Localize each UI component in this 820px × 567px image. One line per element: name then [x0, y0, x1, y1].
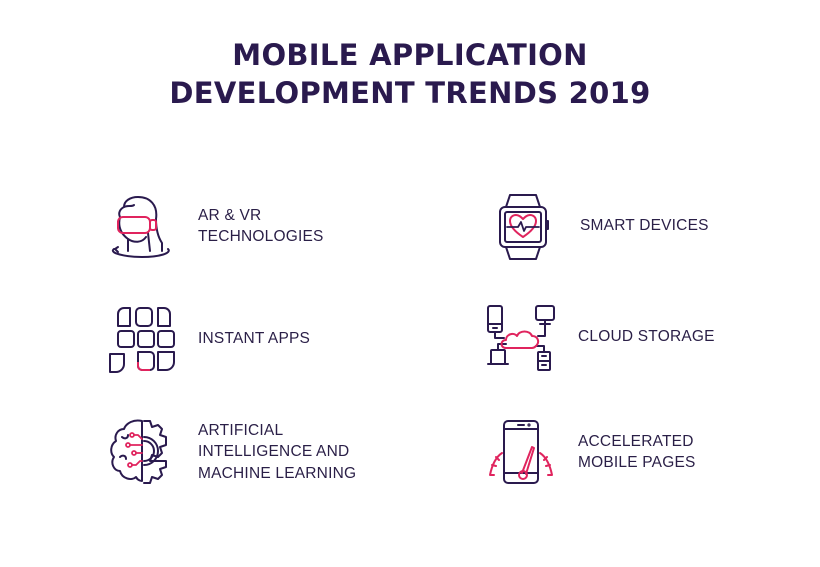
trend-ai-ml: ARTIFICIAL INTELLIGENCE AND MACHINE LEAR…: [106, 417, 356, 487]
title-line-1: MOBILE APPLICATION: [232, 38, 588, 72]
app-grid-icon: [106, 304, 176, 374]
trend-ar-vr: AR & VR TECHNOLOGIES: [106, 191, 324, 261]
trend-label: ARTIFICIAL INTELLIGENCE AND MACHINE LEAR…: [198, 421, 357, 482]
trend-cloud-storage: CLOUD STORAGE: [486, 302, 715, 372]
page-title: MOBILE APPLICATION DEVELOPMENT TRENDS 20…: [0, 36, 820, 112]
trend-instant-apps: INSTANT APPS: [106, 304, 310, 374]
trend-label: AR & VR TECHNOLOGIES: [198, 206, 324, 246]
vr-headset-icon: [106, 191, 176, 261]
trend-label: CLOUD STORAGE: [578, 328, 715, 346]
smartwatch-heart-icon: [488, 191, 558, 261]
trend-smart-devices: SMART DEVICES: [488, 191, 709, 261]
trend-label: SMART DEVICES: [580, 217, 709, 235]
cloud-network-icon: [486, 302, 556, 372]
title-line-2: DEVELOPMENT TRENDS 2019: [169, 76, 651, 110]
trend-amp: ACCELERATED MOBILE PAGES: [486, 417, 696, 487]
trend-label: INSTANT APPS: [198, 330, 311, 348]
phone-speedometer-icon: [486, 417, 556, 487]
brain-gear-icon: [106, 417, 176, 487]
trend-label: ACCELERATED MOBILE PAGES: [578, 432, 696, 472]
